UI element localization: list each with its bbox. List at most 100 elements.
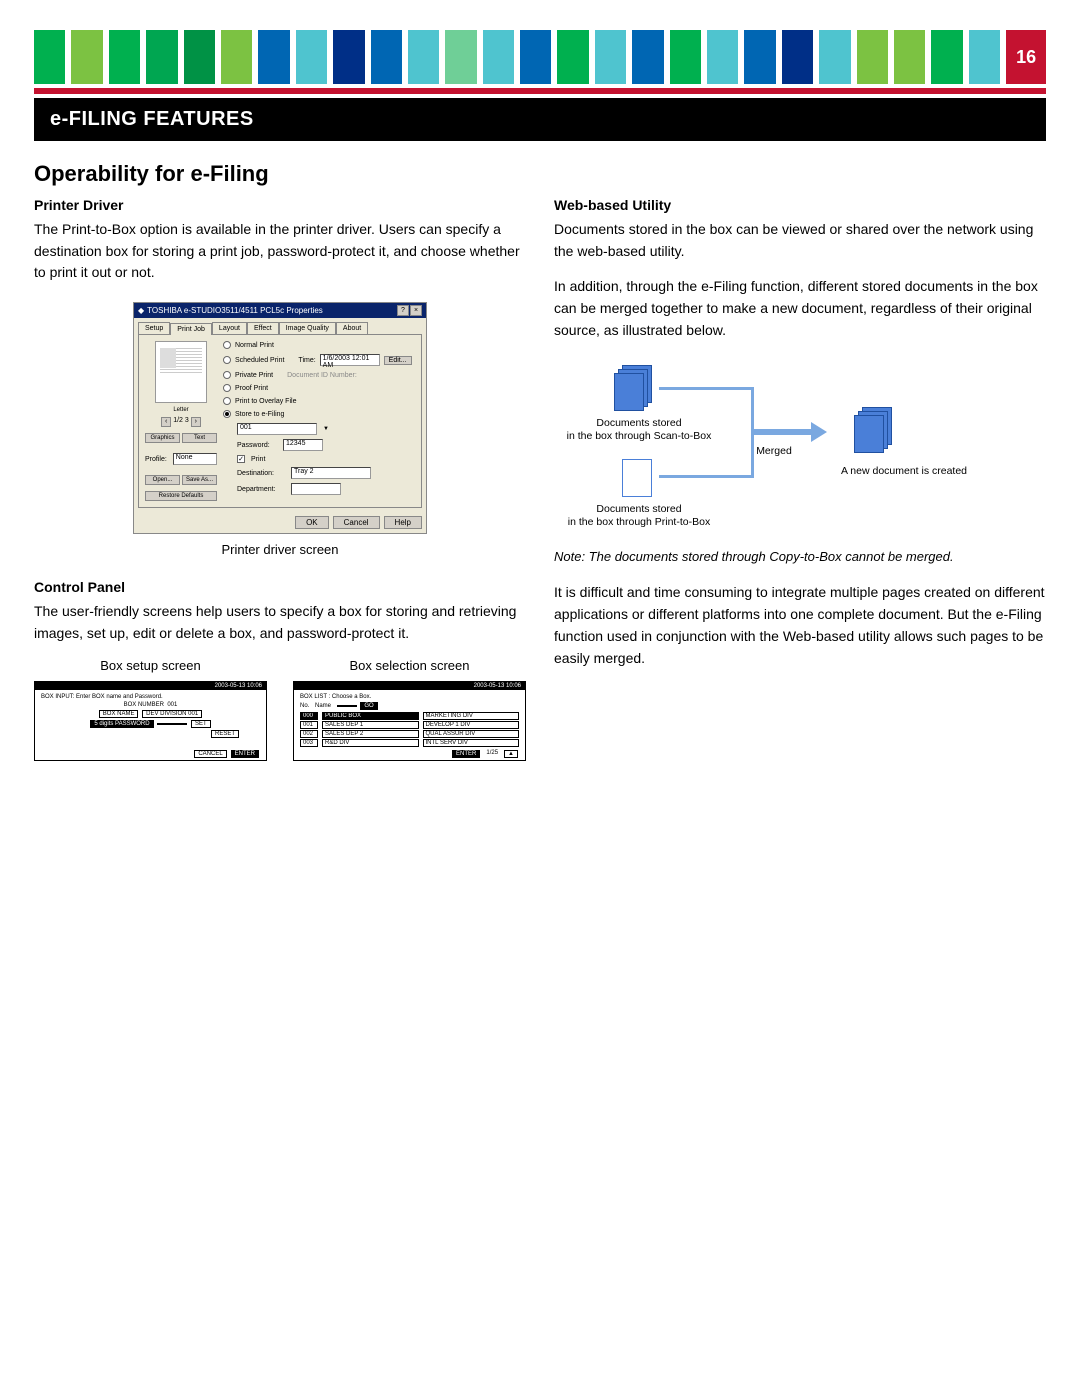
merge-diagram: Documents storedin the box through Scan-… bbox=[554, 365, 1046, 535]
paper-size-label: Letter bbox=[145, 407, 217, 413]
dialog-title: TOSHIBA e-STUDIO3511/4511 PCL5c Properti… bbox=[147, 306, 323, 315]
header-text: e-FILING FEATURES bbox=[50, 108, 254, 130]
strip-bar bbox=[670, 30, 701, 84]
cp-timestamp2: 2003-05-13 10:06 bbox=[474, 683, 521, 689]
radio-icon bbox=[223, 397, 231, 405]
radio-option: Scheduled PrintTime:1/6/2003 12:01 AMEdi… bbox=[223, 354, 415, 366]
right-column: Web-based Utility Documents stored in th… bbox=[554, 161, 1046, 761]
ok-button: OK bbox=[295, 516, 329, 529]
dest-label: Destination: bbox=[237, 470, 285, 477]
radio-icon bbox=[223, 341, 231, 349]
radio-icon bbox=[223, 371, 231, 379]
strip-bar bbox=[632, 30, 663, 84]
options-pane: Normal Print Scheduled PrintTime:1/6/2003… bbox=[223, 341, 415, 501]
red-divider bbox=[34, 88, 1046, 94]
box-selection-caption: Box selection screen bbox=[293, 658, 526, 673]
radio-label: Proof Print bbox=[235, 385, 268, 392]
strip-bar bbox=[445, 30, 476, 84]
printer-driver-screenshot: ◆ TOSHIBA e-STUDIO3511/4511 PCL5c Proper… bbox=[133, 302, 427, 534]
strip-bar bbox=[595, 30, 626, 84]
merged-label: Merged bbox=[744, 445, 804, 458]
printer-caption: Printer driver screen bbox=[34, 542, 526, 557]
dialog-tab: Print Job bbox=[170, 323, 212, 335]
reset-button: RESET bbox=[211, 730, 239, 738]
strip-bar bbox=[146, 30, 177, 84]
list-item: 003R&D DIVINTL SERV DIV bbox=[300, 739, 519, 747]
strip-bar bbox=[109, 30, 140, 84]
left-column: Operability for e-Filing Printer Driver … bbox=[34, 161, 526, 761]
strip-bar bbox=[483, 30, 514, 84]
pwd-label: 5 digits PASSWORD bbox=[90, 720, 153, 728]
strip-bar bbox=[258, 30, 289, 84]
new-doc-label: A new document is created bbox=[824, 465, 984, 478]
list-item: 001SALES DEP 1DEVELOP 1 DIV bbox=[300, 721, 519, 729]
web-utility-p2: In addition, through the e-Filing functi… bbox=[554, 276, 1046, 341]
page-indicator: 1/25 bbox=[483, 750, 501, 758]
go-button: GO bbox=[360, 702, 377, 710]
cp-enter-button: ENTER bbox=[231, 750, 259, 758]
merge-arrow-icon bbox=[811, 422, 827, 442]
section-header-bar: e-FILING FEATURES bbox=[34, 98, 1046, 141]
strip-bar bbox=[333, 30, 364, 84]
printer-driver-heading: Printer Driver bbox=[34, 197, 526, 213]
radio-option: Store to e-Filing bbox=[223, 410, 415, 418]
boxname-value: DEV DIVISION 001 bbox=[142, 710, 202, 718]
strip-bar bbox=[819, 30, 850, 84]
dialog-tab: Layout bbox=[212, 322, 247, 334]
radio-option: Private PrintDocument ID Number: bbox=[223, 371, 415, 379]
radio-label: Print to Overlay File bbox=[235, 398, 296, 405]
strip-bar bbox=[857, 30, 888, 84]
radio-option: Normal Print bbox=[223, 341, 415, 349]
doc-preview bbox=[155, 341, 207, 403]
box-setup-screen: 2003-05-13 10:06 BOX INPUT: Enter BOX na… bbox=[34, 681, 267, 761]
strip-bar bbox=[34, 30, 65, 84]
profile-label: Profile: bbox=[145, 456, 167, 463]
radio-option: Proof Print bbox=[223, 384, 415, 392]
strip-bar bbox=[707, 30, 738, 84]
section-title: Operability for e-Filing bbox=[34, 161, 526, 187]
strip-bar bbox=[296, 30, 327, 84]
box-selection-screen: 2003-05-13 10:06 BOX LIST : Choose a Box… bbox=[293, 681, 526, 761]
graphics-button: Graphics bbox=[145, 433, 180, 443]
strip-bar bbox=[520, 30, 551, 84]
dialog-buttons: OK Cancel Help bbox=[134, 512, 426, 533]
cp-enter-button2: ENTER bbox=[452, 750, 480, 758]
dept-label: Department: bbox=[237, 486, 285, 493]
radio-group: Normal Print Scheduled PrintTime:1/6/2003… bbox=[223, 341, 415, 463]
cp-cancel-button: CANCEL bbox=[194, 750, 226, 758]
cp-timestamp: 2003-05-13 10:06 bbox=[215, 683, 262, 689]
restore-button: Restore Defaults bbox=[145, 491, 217, 501]
radio-label: Scheduled Print bbox=[235, 357, 284, 364]
strip-bar bbox=[184, 30, 215, 84]
radio-option: Print to Overlay File bbox=[223, 397, 415, 405]
window-icon: ◆ bbox=[138, 306, 144, 315]
list-item: 000PUBLIC BOXMARKETING DIV bbox=[300, 712, 519, 720]
dialog-tab: About bbox=[336, 322, 368, 334]
strip-bar bbox=[744, 30, 775, 84]
close-icon: × bbox=[410, 305, 422, 316]
document-page: 16 e-FILING FEATURES Operability for e-F… bbox=[0, 0, 1080, 801]
strip-bar bbox=[894, 30, 925, 84]
next-icon: › bbox=[191, 417, 201, 427]
help-icon: ? bbox=[397, 305, 409, 316]
boxname-label: BOX NAME bbox=[99, 710, 139, 718]
boxnum-label: BOX NUMBER bbox=[124, 702, 164, 708]
strip-bar bbox=[408, 30, 439, 84]
page-number-badge: 16 bbox=[1006, 30, 1046, 84]
header-color-strip: 16 bbox=[34, 30, 1046, 84]
radio-icon bbox=[223, 356, 231, 364]
name-label: Name bbox=[315, 703, 331, 709]
dialog-tabs: SetupPrint JobLayoutEffectImage QualityA… bbox=[134, 318, 426, 334]
radio-label: Normal Print bbox=[235, 342, 274, 349]
boxnum-value: 001 bbox=[167, 702, 177, 708]
help-button: Help bbox=[384, 516, 422, 529]
strip-bar bbox=[71, 30, 102, 84]
control-panel-text: The user-friendly screens help users to … bbox=[34, 601, 526, 644]
text-button: Text bbox=[182, 433, 217, 443]
closing-text: It is difficult and time consuming to in… bbox=[554, 582, 1046, 669]
no-label: No. bbox=[300, 703, 309, 709]
scan-label: Documents storedin the box through Scan-… bbox=[554, 417, 724, 442]
box-setup-caption: Box setup screen bbox=[34, 658, 267, 673]
dept-input bbox=[291, 483, 341, 495]
printer-driver-text: The Print-to-Box option is available in … bbox=[34, 219, 526, 284]
